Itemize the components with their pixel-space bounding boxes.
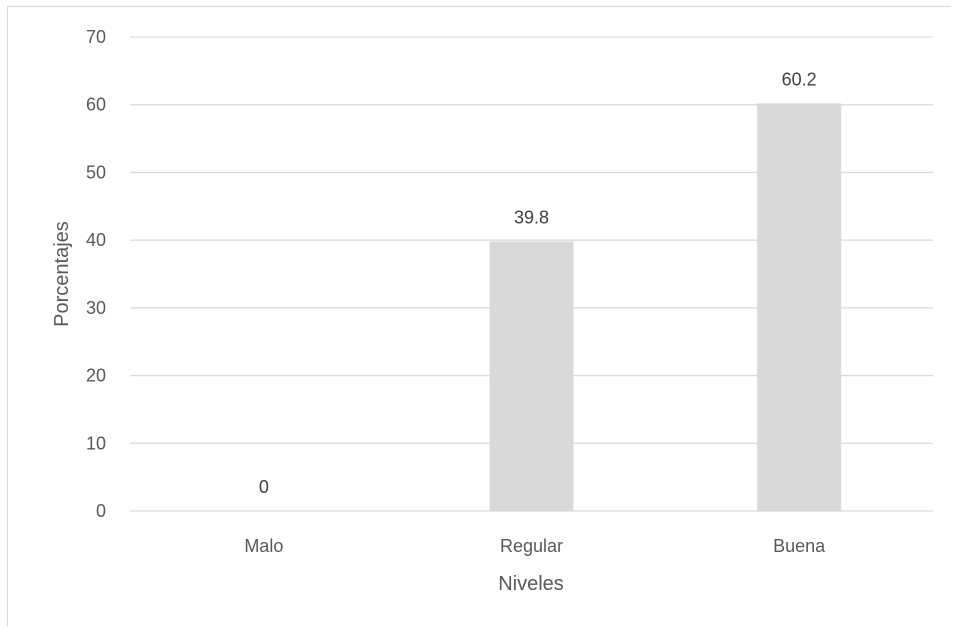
x-axis-categories: Malo Regular Buena <box>244 536 826 556</box>
y-tick-label: 10 <box>86 433 106 453</box>
data-label-buena: 60.2 <box>782 69 817 89</box>
category-label-malo: Malo <box>244 536 283 556</box>
y-tick-label: 60 <box>86 95 106 115</box>
y-tick-label: 40 <box>86 230 106 250</box>
bar-regular <box>489 241 574 512</box>
data-label-malo: 0 <box>259 477 269 497</box>
y-tick-label: 70 <box>86 27 106 47</box>
category-label-buena: Buena <box>773 536 826 556</box>
x-axis-title: Niveles <box>498 573 564 595</box>
y-tick-label: 50 <box>86 162 106 182</box>
bar-buena <box>757 103 842 512</box>
y-tick-label: 0 <box>96 501 106 521</box>
category-label-regular: Regular <box>500 536 563 556</box>
y-axis-title: Porcentajes <box>51 221 73 327</box>
chart-frame <box>7 6 951 626</box>
data-label-regular: 39.8 <box>514 207 549 227</box>
y-tick-label: 30 <box>86 298 106 318</box>
data-labels: 0 39.8 60.2 <box>259 69 817 497</box>
y-axis-ticks: 0 10 20 30 40 50 60 70 <box>86 27 106 521</box>
bars <box>489 103 842 512</box>
y-tick-label: 20 <box>86 366 106 386</box>
